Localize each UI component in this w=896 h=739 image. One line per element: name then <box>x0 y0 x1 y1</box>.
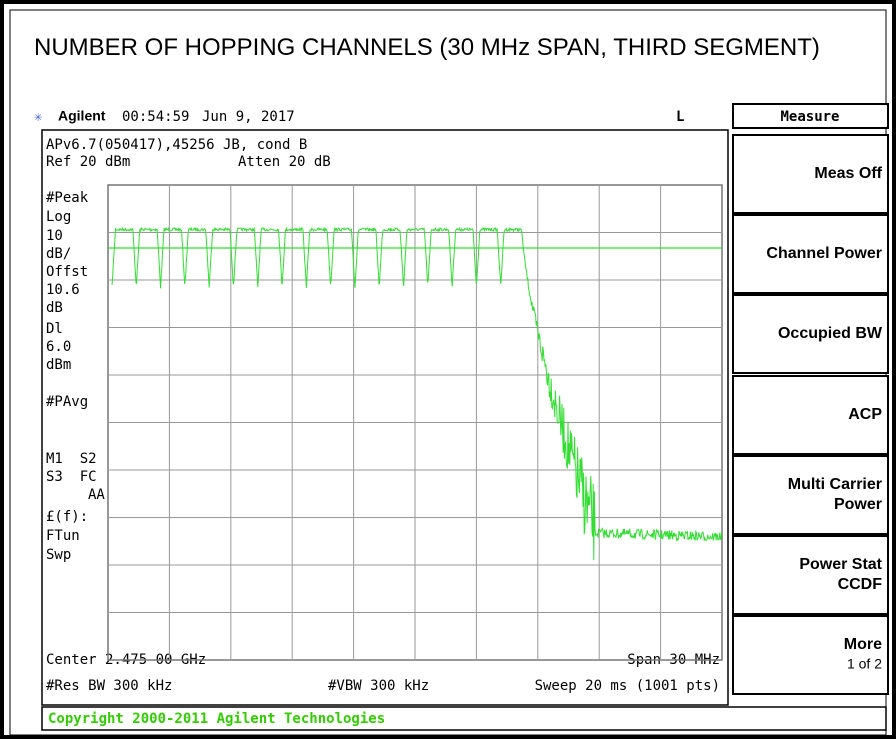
side-label: M1 S2 <box>46 451 97 467</box>
softkey[interactable] <box>732 455 889 535</box>
softkey[interactable] <box>732 375 889 455</box>
softkey-label: ACP <box>848 406 882 423</box>
softkey[interactable] <box>732 294 889 374</box>
softkey-label: 1 of 2 <box>847 656 882 672</box>
softkey-header: Measure <box>780 109 839 125</box>
side-label: £(f): <box>46 509 88 525</box>
softkey-label: Channel Power <box>766 245 882 262</box>
info-line: APv6.7(050417),45256 JB, cond B <box>46 137 307 153</box>
side-label: Swp <box>46 547 71 563</box>
softkey[interactable] <box>732 214 889 294</box>
time: 00:54:59 <box>122 109 189 125</box>
copyright: Copyright 2000-2011 Agilent Technologies <box>48 711 385 727</box>
date: Jun 9, 2017 <box>202 109 295 125</box>
side-label: dBm <box>46 357 71 373</box>
flag: L <box>676 109 684 125</box>
side-label: FTun <box>46 528 80 544</box>
softkey[interactable] <box>732 535 889 615</box>
side-label: 10 <box>46 228 63 244</box>
vbw: #VBW 300 kHz <box>328 678 429 694</box>
side-label: Offst <box>46 264 88 280</box>
softkey[interactable] <box>732 615 889 695</box>
side-label: S3 FC <box>46 469 97 485</box>
side-label: 6.0 <box>46 339 71 355</box>
page-title: NUMBER OF HOPPING CHANNELS (30 MHz SPAN,… <box>34 34 820 61</box>
softkey-label: CCDF <box>838 576 883 593</box>
side-label: #Peak <box>46 190 89 206</box>
softkey-label: Power Stat <box>799 556 882 573</box>
attenuation: Atten 20 dB <box>238 154 331 170</box>
softkey-label: Occupied BW <box>778 325 883 342</box>
softkey[interactable] <box>732 134 889 214</box>
sweep: Sweep 20 ms (1001 pts) <box>535 678 720 694</box>
softkey-label: Multi Carrier <box>788 476 882 493</box>
side-label: #PAvg <box>46 394 88 410</box>
softkey-label: Meas Off <box>814 165 882 182</box>
display-frame <box>41 129 729 706</box>
side-label: Log <box>46 209 71 225</box>
side-label: 10.6 <box>46 282 80 298</box>
ref-level: Ref 20 dBm <box>46 154 130 170</box>
brand: Agilent <box>58 108 106 124</box>
logo: ✳ <box>34 109 43 125</box>
softkey-label: Power <box>834 496 882 513</box>
side-label: AA <box>88 487 105 503</box>
side-label: Dl <box>46 321 63 337</box>
status-bar <box>41 706 887 731</box>
side-label: dB <box>46 300 63 316</box>
rbw: #Res BW 300 kHz <box>46 678 172 694</box>
softkey-label: More <box>844 636 882 653</box>
softkey-header-box <box>732 103 889 129</box>
trace <box>111 226 723 561</box>
side-label: dB/ <box>46 246 71 262</box>
